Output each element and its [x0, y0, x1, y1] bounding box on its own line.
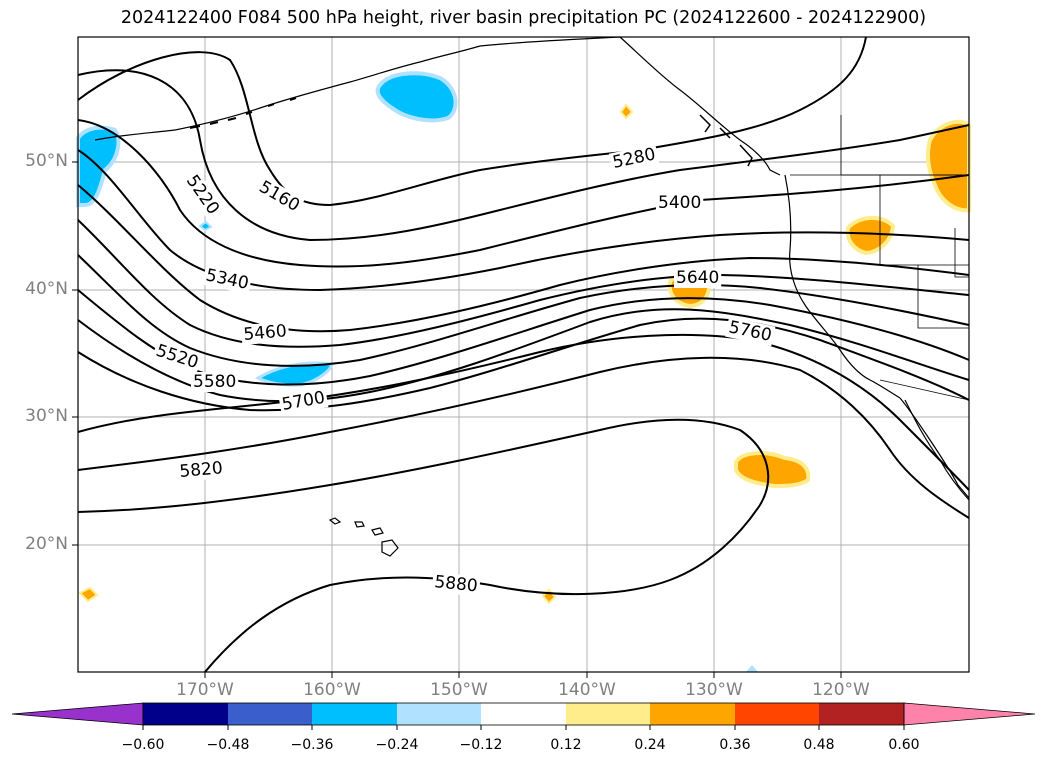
tick-marks — [72, 161, 842, 678]
contour-label-5640: 5640 — [676, 268, 719, 288]
colorbar-segment — [650, 703, 735, 725]
contour-label-5880: 5880 — [433, 572, 478, 596]
precip-negative-area — [198, 220, 213, 232]
colorbar-tick-label: −0.48 — [206, 737, 250, 753]
contour-label-5520: 5520 — [153, 341, 200, 373]
colorbar-segment — [228, 703, 312, 725]
height-contours — [77, 36, 970, 673]
lon-label-120w: 120°W — [812, 680, 870, 700]
contour-label-background — [674, 268, 722, 288]
contour-label-background — [202, 264, 253, 295]
bc-islands — [699, 114, 753, 167]
colorbar-tick-label: −0.60 — [121, 737, 165, 753]
lon-label-130w: 130°W — [685, 680, 743, 700]
contour-line — [77, 149, 970, 292]
contour-label-background — [240, 321, 290, 346]
precip-positive-area — [619, 103, 634, 120]
precip-negative-area — [746, 665, 758, 672]
contour-label-5400: 5400 — [658, 193, 701, 213]
colorbar-tick-label: 0.60 — [888, 737, 920, 753]
lon-label-170w: 170°W — [176, 680, 234, 700]
contour-label-5760: 5760 — [727, 317, 773, 346]
colorbar-tick-label: −0.36 — [290, 737, 334, 753]
colorbar — [11, 702, 1036, 730]
contour-label-5820: 5820 — [179, 458, 224, 482]
contour-line — [77, 317, 970, 412]
colorbar-tick-label: −0.24 — [375, 737, 419, 753]
colorbar-segment — [566, 703, 650, 725]
colorbar-tick-label: 0.48 — [803, 737, 835, 753]
contour-line — [77, 184, 970, 333]
contour-line — [77, 36, 867, 207]
colorbar-segment — [481, 703, 566, 725]
colorbar-tick-label: 0.12 — [550, 737, 582, 753]
contour-label-5280: 5280 — [611, 144, 657, 173]
colorbar-frame — [142, 702, 905, 726]
contour-line — [77, 308, 970, 403]
colorbar-segment — [397, 703, 481, 725]
contour-label-background — [656, 193, 704, 213]
lat-label-40n: 40°N — [25, 279, 68, 299]
lon-label-140w: 140°W — [558, 680, 616, 700]
contour-line — [77, 219, 970, 348]
map-title: 2024122400 F084 500 hPa height, river ba… — [120, 8, 927, 28]
contour-label-background — [151, 340, 203, 374]
precip-positive-area — [78, 586, 99, 603]
contour-line — [77, 356, 970, 519]
us-west-coast — [784, 174, 901, 399]
colorbar-tick-label: 0.36 — [719, 737, 751, 753]
contour-label-background — [431, 571, 481, 597]
precip-negative-area — [375, 71, 458, 123]
lat-label-30n: 30°N — [25, 406, 68, 426]
contour-label-background — [725, 316, 776, 347]
alaska-peninsula-coast — [94, 45, 481, 141]
colorbar-tick-label: −0.12 — [459, 737, 503, 753]
lon-label-150w: 150°W — [430, 680, 488, 700]
us-mexico-border — [879, 379, 970, 401]
contour-label-background — [191, 372, 239, 392]
baja-coast — [899, 397, 970, 499]
colorbar-segment — [312, 703, 397, 725]
colorbar-segment — [819, 703, 904, 725]
contour-label-5700: 5700 — [280, 388, 326, 415]
contour-label-background — [176, 458, 226, 483]
graticule — [78, 37, 969, 672]
alaska-gulf-coast — [479, 36, 781, 176]
map-frame — [77, 36, 970, 673]
lon-label-160w: 160°W — [303, 680, 361, 700]
colorbar-segment — [735, 703, 819, 725]
contour-label-background — [608, 143, 660, 174]
precip-positive-area — [734, 451, 811, 489]
contour-label-background — [180, 169, 225, 220]
contour-label-background — [278, 387, 329, 416]
contour-line — [77, 254, 970, 367]
colorbar-extend-low — [11, 702, 144, 726]
colorbar-extend-high — [903, 702, 1036, 726]
hawaii-islands — [328, 517, 399, 557]
precip-positive-area — [845, 216, 896, 256]
contour-line — [77, 69, 970, 242]
colorbar-segment — [143, 703, 228, 725]
contour-line — [77, 333, 970, 491]
precip-positive-area — [925, 119, 971, 213]
contour-label-5460: 5460 — [243, 321, 288, 345]
coastlines — [94, 36, 970, 557]
contour-line — [77, 418, 770, 673]
contour-line — [77, 119, 970, 268]
lat-label-50n: 50°N — [25, 151, 68, 171]
colorbar-tick-label: 0.24 — [634, 737, 666, 753]
contour-label-background — [253, 176, 305, 217]
contour-label-5580: 5580 — [193, 372, 236, 392]
lat-label-20n: 20°N — [25, 534, 68, 554]
